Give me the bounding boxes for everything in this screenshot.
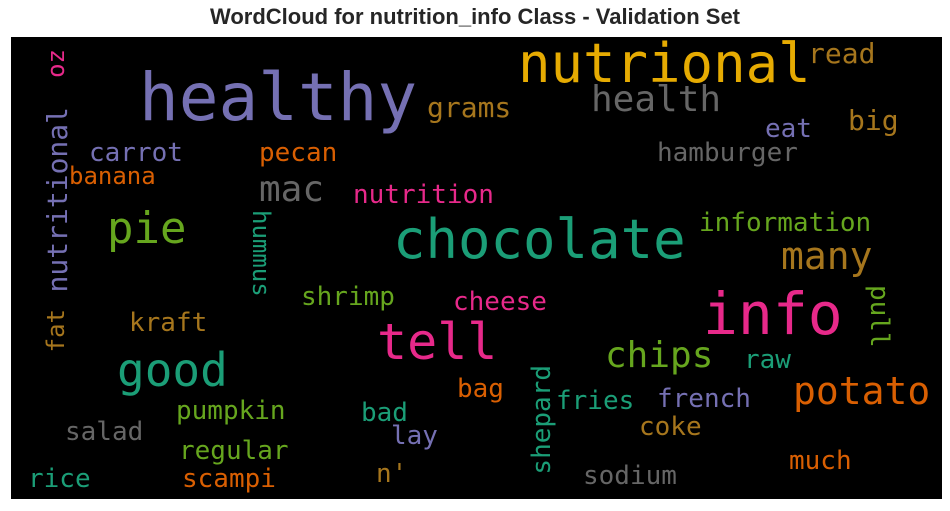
word-sodium: sodium: [583, 461, 677, 491]
word-hummus: hummus: [247, 210, 275, 297]
word-nutrional: nutrional: [518, 37, 811, 95]
word-salad: salad: [65, 417, 144, 447]
word-shrimp: shrimp: [301, 282, 395, 312]
word-n: n': [376, 459, 408, 489]
word-much: much: [789, 446, 852, 476]
word-fat: fat: [42, 309, 70, 353]
word-lay: lay: [391, 421, 438, 451]
word-rice: rice: [28, 464, 91, 494]
word-grams: grams: [427, 91, 512, 124]
word-potato: potato: [793, 369, 931, 413]
word-health: health: [591, 79, 722, 120]
word-shepard: shepard: [527, 365, 557, 475]
word-fries: fries: [556, 386, 635, 416]
word-coke: coke: [639, 412, 702, 442]
word-pie: pie: [107, 203, 187, 254]
word-banana: banana: [69, 162, 156, 190]
word-carrot: carrot: [89, 138, 183, 168]
word-tell: tell: [377, 313, 498, 371]
word-eat: eat: [765, 114, 812, 144]
word-kraft: kraft: [129, 308, 208, 338]
word-information: information: [699, 208, 872, 238]
chart-title: WordCloud for nutrition_info Class - Val…: [209, 4, 741, 29]
word-healthy: healthy: [139, 59, 418, 136]
word-cheese: cheese: [453, 287, 547, 317]
word-regular: regular: [179, 436, 289, 466]
word-bad: bad: [361, 398, 408, 428]
word-pull: pull: [864, 285, 894, 348]
word-raw: raw: [744, 345, 791, 375]
word-read: read: [808, 37, 876, 70]
wordcloud-canvas: healthy nutrional chocolate info tell good pie…: [11, 37, 942, 499]
word-mac: mac: [259, 169, 325, 210]
word-info: info: [703, 280, 843, 348]
word-nutritional: nutritional: [41, 107, 74, 293]
word-pecan: pecan: [259, 138, 338, 168]
word-good: good: [117, 343, 228, 397]
word-big: big: [848, 104, 899, 137]
word-nutrition: nutrition: [353, 180, 494, 210]
word-chips: chips: [605, 335, 714, 376]
word-scampi: scampi: [182, 464, 276, 494]
word-hamburger: hamburger: [657, 138, 798, 168]
word-french: french: [657, 384, 751, 414]
word-pumpkin: pumpkin: [176, 396, 286, 426]
word-oz: oz: [42, 49, 70, 78]
word-many: many: [781, 234, 873, 278]
word-bag: bag: [457, 374, 504, 404]
word-chocolate: chocolate: [393, 208, 686, 271]
